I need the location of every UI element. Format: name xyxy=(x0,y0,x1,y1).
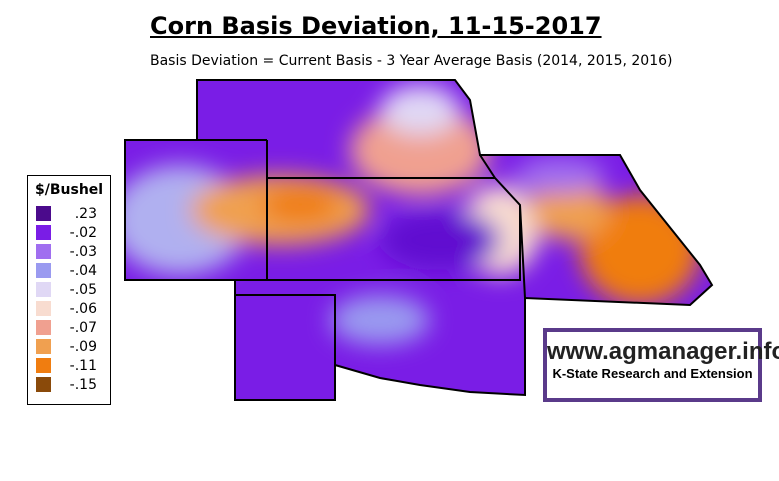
legend-label: -.06 xyxy=(69,300,97,317)
legend-swatch xyxy=(36,244,51,259)
legend-label: -.15 xyxy=(69,376,97,393)
legend-label: -.07 xyxy=(69,319,97,336)
state-borders xyxy=(124,79,714,401)
legend-item: -.05 xyxy=(36,280,110,299)
legend-swatch xyxy=(36,225,51,240)
legend-swatch xyxy=(36,320,51,335)
legend-item: .23 xyxy=(36,204,110,223)
logo: www.agmanager.info K-State Research and … xyxy=(543,328,779,402)
legend-swatch xyxy=(36,206,51,221)
legend-label: -.02 xyxy=(69,224,97,241)
legend-item: -.15 xyxy=(36,375,110,394)
subtitle: Basis Deviation = Current Basis - 3 Year… xyxy=(150,53,673,69)
legend-swatch xyxy=(36,339,51,354)
legend-item: -.09 xyxy=(36,337,110,356)
legend-item: -.06 xyxy=(36,299,110,318)
legend-items: .23 -.02 -.03 -.04 -.05 -.06 -.07 -.09 -.11 -.15 xyxy=(28,204,110,394)
legend: $/Bushel .23 -.02 -.03 -.04 -.05 -.06 -.07 -.09… xyxy=(27,175,111,405)
legend-label: .23 xyxy=(74,205,97,222)
legend-label: -.11 xyxy=(69,357,97,374)
logo-inner: www.agmanager.info K-State Research and … xyxy=(547,332,779,398)
logo-org: K-State Research and Extension xyxy=(552,366,753,381)
legend-swatch xyxy=(36,282,51,297)
legend-swatch xyxy=(36,301,51,316)
legend-item: -.04 xyxy=(36,261,110,280)
legend-item: -.11 xyxy=(36,356,110,375)
legend-title: $/Bushel xyxy=(35,182,104,198)
legend-label: -.05 xyxy=(69,281,97,298)
legend-swatch xyxy=(36,377,51,392)
legend-label: -.04 xyxy=(69,262,97,279)
title: Corn Basis Deviation, 11-15-2017 xyxy=(150,12,602,40)
legend-item: -.02 xyxy=(36,223,110,242)
legend-item: -.03 xyxy=(36,242,110,261)
legend-label: -.09 xyxy=(69,338,97,355)
legend-swatch xyxy=(36,263,51,278)
legend-item: -.07 xyxy=(36,318,110,337)
logo-url: www.agmanager.info xyxy=(547,338,779,365)
legend-label: -.03 xyxy=(69,243,97,260)
legend-swatch xyxy=(36,358,51,373)
